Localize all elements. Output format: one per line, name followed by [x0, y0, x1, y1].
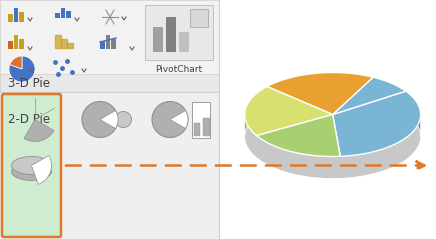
Wedge shape — [100, 110, 118, 129]
Bar — [61, 8, 65, 18]
Ellipse shape — [11, 163, 51, 180]
Polygon shape — [373, 77, 406, 113]
Bar — [194, 123, 201, 136]
Bar — [145, 5, 213, 60]
Bar — [19, 11, 24, 22]
Bar — [179, 32, 189, 52]
Polygon shape — [245, 87, 333, 136]
Bar — [0, 92, 219, 239]
Ellipse shape — [245, 94, 421, 179]
Bar — [190, 9, 208, 27]
Polygon shape — [267, 72, 373, 109]
Polygon shape — [333, 91, 421, 156]
Bar — [0, 74, 219, 92]
Bar — [166, 17, 176, 52]
Polygon shape — [245, 87, 267, 136]
Bar — [55, 12, 60, 18]
Wedge shape — [10, 56, 22, 69]
Polygon shape — [333, 77, 373, 136]
Bar — [106, 35, 110, 49]
Bar — [0, 92, 219, 147]
Wedge shape — [9, 56, 35, 82]
Bar — [8, 41, 13, 49]
Polygon shape — [61, 39, 67, 48]
Polygon shape — [373, 77, 406, 113]
Text: 3-D Pie: 3-D Pie — [8, 76, 50, 90]
Wedge shape — [31, 156, 51, 184]
Bar — [100, 41, 105, 49]
Polygon shape — [55, 35, 61, 48]
Circle shape — [13, 98, 57, 141]
Bar — [203, 118, 210, 136]
Bar — [111, 38, 116, 49]
Bar — [14, 35, 18, 49]
Polygon shape — [333, 77, 373, 136]
Bar — [153, 27, 163, 52]
Bar — [0, 0, 219, 92]
Polygon shape — [67, 43, 73, 48]
Bar — [14, 8, 18, 22]
Bar — [0, 0, 219, 239]
Polygon shape — [267, 87, 333, 136]
Polygon shape — [245, 87, 267, 136]
Polygon shape — [406, 91, 421, 136]
Polygon shape — [267, 72, 373, 109]
Polygon shape — [333, 91, 406, 136]
Wedge shape — [170, 110, 188, 129]
Bar — [19, 38, 24, 49]
Circle shape — [115, 111, 132, 128]
Polygon shape — [267, 87, 333, 136]
Circle shape — [152, 102, 188, 137]
Polygon shape — [333, 91, 406, 136]
Ellipse shape — [11, 157, 51, 174]
Polygon shape — [267, 72, 373, 114]
Bar — [66, 11, 71, 18]
Polygon shape — [333, 91, 406, 136]
Bar — [219, 0, 436, 239]
Bar — [8, 14, 13, 22]
FancyBboxPatch shape — [2, 94, 61, 237]
Circle shape — [82, 102, 118, 137]
Polygon shape — [333, 77, 373, 136]
Polygon shape — [267, 87, 333, 136]
Polygon shape — [333, 77, 406, 114]
Polygon shape — [267, 87, 333, 136]
Polygon shape — [333, 77, 373, 136]
Wedge shape — [24, 120, 54, 141]
Polygon shape — [333, 91, 406, 136]
Text: 2-D Pie: 2-D Pie — [8, 113, 50, 126]
Bar — [192, 102, 210, 137]
Polygon shape — [406, 91, 421, 136]
Text: PivotChart: PivotChart — [156, 65, 203, 74]
Polygon shape — [257, 114, 341, 157]
